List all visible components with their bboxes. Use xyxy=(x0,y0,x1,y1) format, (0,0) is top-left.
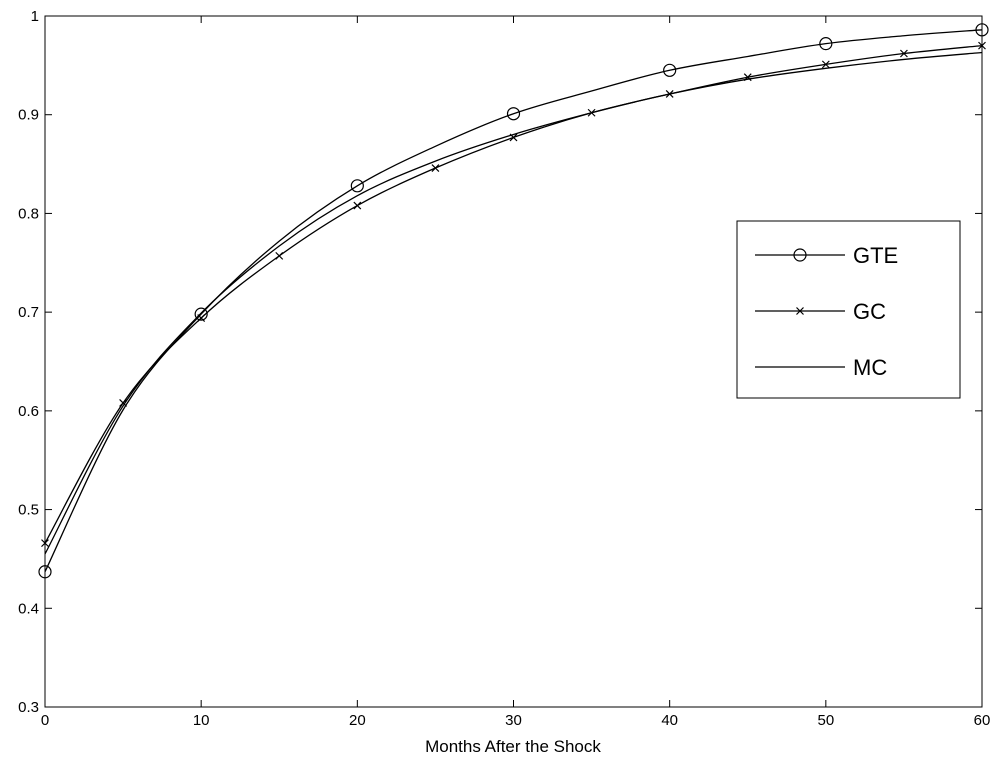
legend-label-mc: MC xyxy=(853,355,887,380)
data-point-gc-stroke xyxy=(197,314,206,322)
data-point-gc xyxy=(119,399,128,407)
data-point-gte xyxy=(975,23,989,37)
data-point-gte xyxy=(663,63,677,77)
data-point-gc-stroke xyxy=(509,133,518,142)
data-point-gte xyxy=(350,179,364,193)
axis-ticks: 0 10 20 30 40 50 60 0.3 0.4 0.5 0.6 0.7 0.8 0.9 1 xyxy=(18,8,990,729)
x-tick-label: 20 xyxy=(349,712,366,729)
data-point-gc-stroke xyxy=(353,201,362,210)
legend-marker-gte xyxy=(793,248,807,262)
series-line-gc xyxy=(44,44,983,544)
data-point-gc-stroke xyxy=(821,60,830,69)
y-tick-label: 0.6 xyxy=(18,403,39,420)
data-point-gc xyxy=(275,251,284,260)
data-point-gc xyxy=(899,49,908,58)
data-point-gc xyxy=(41,539,49,548)
y-tick-label: 0.4 xyxy=(18,600,39,617)
y-tick-label: 0.7 xyxy=(18,304,39,321)
y-tick-label: 1 xyxy=(31,8,39,25)
x-tick-label: 50 xyxy=(817,712,834,729)
data-point-gc xyxy=(978,41,986,50)
legend-box xyxy=(736,220,961,399)
data-point-gte xyxy=(194,307,208,321)
legend-marker-gc xyxy=(796,307,804,315)
legend-label-gte: GTE xyxy=(853,243,898,268)
series-line-mc xyxy=(44,51,983,555)
data-point-gte xyxy=(506,107,521,121)
y-tick-label: 0.9 xyxy=(18,107,39,124)
data-point-gc-stroke xyxy=(431,164,440,172)
data-point-gc xyxy=(431,164,440,172)
y-tick-label: 0.5 xyxy=(18,502,39,519)
x-tick-label: 60 xyxy=(974,712,991,729)
x-tick-label: 0 xyxy=(41,712,49,729)
x-tick-label: 40 xyxy=(661,712,678,729)
legend-marker-gc-stroke xyxy=(796,307,804,315)
legend-label-gc: GC xyxy=(853,299,886,324)
x-axis-label: Months After the Shock xyxy=(425,737,601,756)
data-point-gte xyxy=(38,565,52,579)
data-point-gte xyxy=(819,37,833,51)
data-point-gc-stroke xyxy=(899,49,908,58)
data-point-gc xyxy=(353,201,362,210)
data-point-gc xyxy=(821,60,830,69)
data-point-gc-stroke xyxy=(41,539,49,548)
data-point-gc-stroke xyxy=(275,251,284,260)
data-point-gc-stroke xyxy=(119,399,128,407)
legend: GTE GC MC xyxy=(736,220,961,399)
y-tick-label: 0.3 xyxy=(18,699,39,716)
x-tick-label: 10 xyxy=(193,712,210,729)
x-tick-label: 30 xyxy=(505,712,522,729)
data-point-gc-stroke xyxy=(978,41,986,50)
y-tick-label: 0.8 xyxy=(18,205,39,222)
series-layer xyxy=(38,23,989,579)
